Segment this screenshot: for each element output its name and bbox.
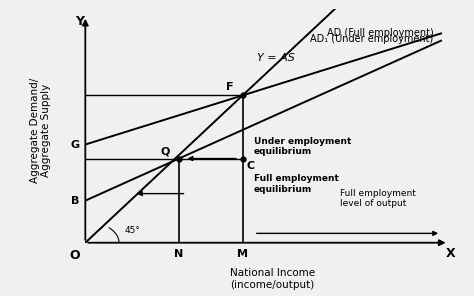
Text: N: N (174, 249, 183, 259)
Text: Y = AS: Y = AS (257, 53, 295, 63)
Text: 45°: 45° (125, 226, 140, 234)
Text: Y: Y (75, 15, 84, 28)
Text: M: M (237, 249, 248, 259)
Text: Under employment
equilibrium: Under employment equilibrium (254, 137, 351, 156)
Text: Full employment
level of output: Full employment level of output (340, 189, 416, 208)
Text: F: F (226, 82, 233, 92)
Text: National Income
(income/output): National Income (income/output) (230, 268, 315, 290)
Text: O: O (69, 249, 80, 262)
Text: AD (Full employment): AD (Full employment) (327, 28, 434, 38)
Text: Q: Q (160, 146, 170, 156)
Text: C: C (246, 161, 255, 171)
Text: AD₁ (Under employment): AD₁ (Under employment) (310, 34, 434, 44)
Text: B: B (71, 196, 80, 206)
Text: Full employment
equilibrium: Full employment equilibrium (254, 174, 339, 194)
Text: Aggregate Demand/
Aggregate Supply: Aggregate Demand/ Aggregate Supply (29, 78, 51, 183)
Text: X: X (446, 247, 455, 260)
Text: G: G (71, 139, 80, 149)
